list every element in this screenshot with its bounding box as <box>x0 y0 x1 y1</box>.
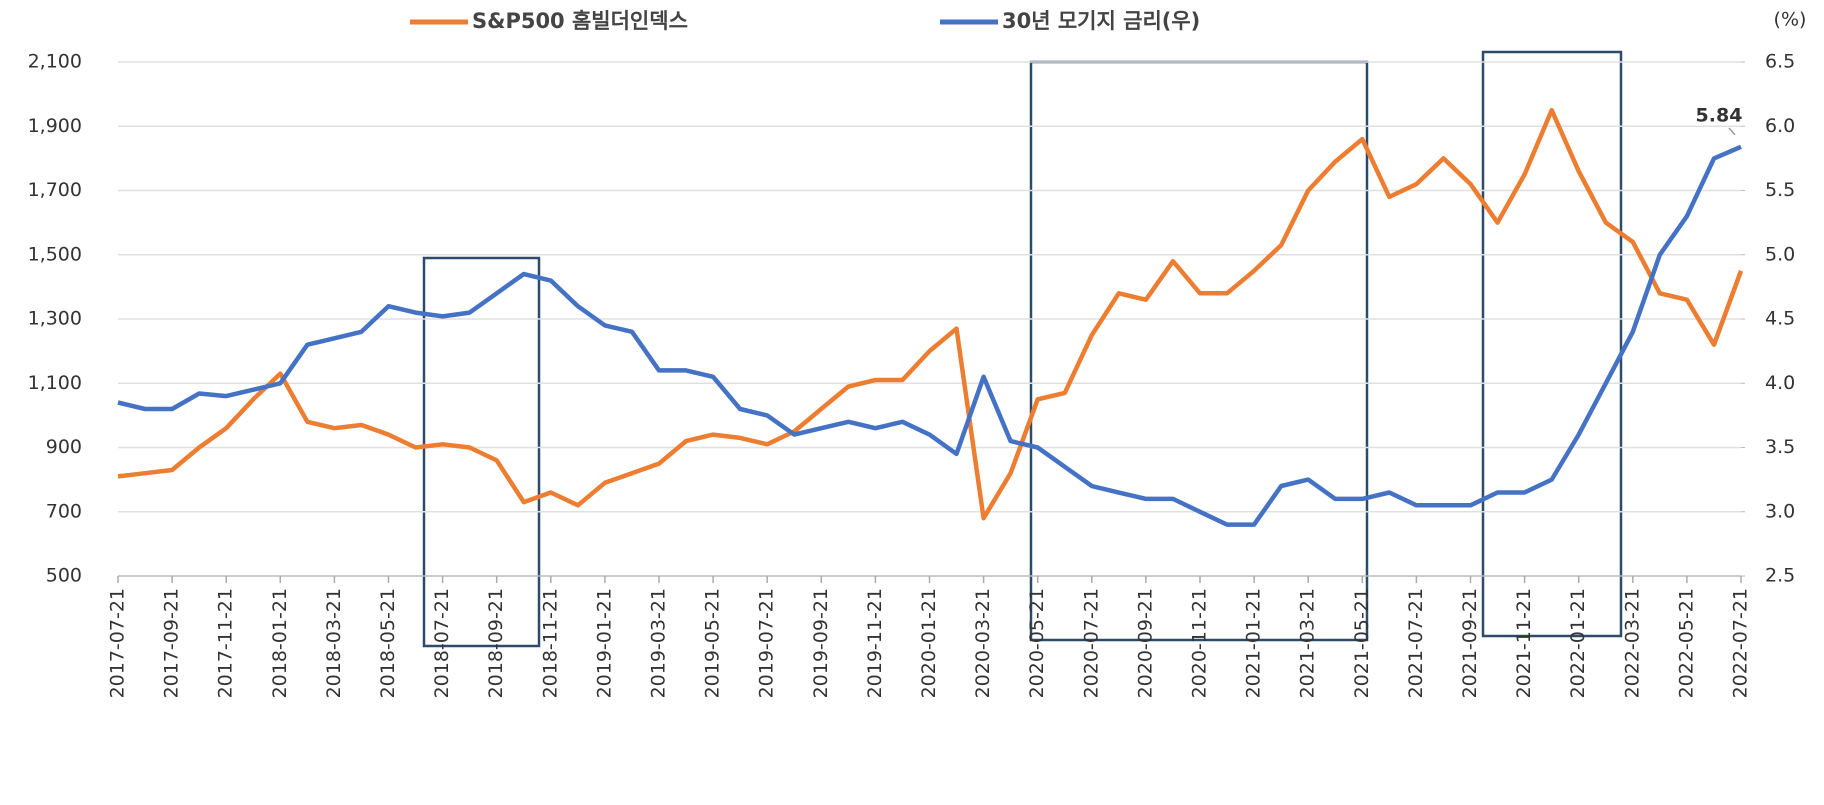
x-tick-label: 2019-05-21 <box>702 588 724 698</box>
y2-tick-label: 6.5 <box>1765 51 1795 73</box>
y-tick-label: 1,500 <box>28 243 82 265</box>
x-tick-label: 2022-03-21 <box>1621 588 1643 698</box>
x-tick-label: 2022-05-21 <box>1675 588 1697 698</box>
y-tick-label: 900 <box>46 436 82 458</box>
x-tick-label: 2021-11-21 <box>1513 588 1535 698</box>
data-label: 5.84 <box>1696 105 1743 127</box>
x-tick-label: 2019-03-21 <box>648 588 670 698</box>
x-tick-label: 2021-07-21 <box>1405 588 1427 698</box>
y-tick-label: 500 <box>46 565 82 587</box>
y2-tick-label: 4.5 <box>1765 308 1795 330</box>
series-line <box>117 144 1742 527</box>
y2-tick-label: 2.5 <box>1765 565 1795 587</box>
annotation-leader <box>1728 127 1736 136</box>
y-tick-label: 700 <box>46 500 82 522</box>
x-tick-label: 2022-01-21 <box>1567 588 1589 698</box>
x-tick-label: 2018-11-21 <box>539 588 561 698</box>
x-tick-label: 2021-01-21 <box>1243 588 1265 698</box>
x-tick-label: 2019-11-21 <box>864 588 886 698</box>
y-tick-label: 1,700 <box>28 179 82 201</box>
x-tick-label: 2020-11-21 <box>1189 588 1211 698</box>
x-tick-label: 2018-07-21 <box>431 588 453 698</box>
x-tick-label: 2018-03-21 <box>323 588 345 698</box>
x-tick-label: 2018-09-21 <box>485 588 507 698</box>
highlight-box <box>422 256 541 648</box>
x-tick-label: 2020-03-21 <box>972 588 994 698</box>
x-tick-label: 2019-07-21 <box>756 588 778 698</box>
x-tick-label: 2020-05-21 <box>1026 588 1048 698</box>
y-tick-label: 1,300 <box>28 308 82 330</box>
y-tick-label: 2,100 <box>28 51 82 73</box>
x-tick-label: 2020-07-21 <box>1080 588 1102 698</box>
x-tick-label: 2020-09-21 <box>1134 588 1156 698</box>
x-tick-label: 2018-05-21 <box>377 588 399 698</box>
y2-tick-label: 5.0 <box>1765 243 1795 265</box>
legend: S&P500 홈빌더인덱스 30년 모기지 금리(우) <box>410 9 1200 33</box>
y2-tick-label: 3.0 <box>1765 500 1795 522</box>
legend-label: 30년 모기지 금리(우) <box>1002 9 1200 33</box>
x-tick-label: 2019-09-21 <box>810 588 832 698</box>
x-tick-label: 2018-01-21 <box>269 588 291 698</box>
x-tick-label: 2019-01-21 <box>593 588 615 698</box>
highlight-box <box>1481 50 1623 638</box>
y2-tick-label: 3.5 <box>1765 436 1795 458</box>
x-tick-label: 2021-03-21 <box>1297 588 1319 698</box>
y2-tick-label: 5.5 <box>1765 179 1795 201</box>
x-tick-label: 2017-11-21 <box>215 588 237 698</box>
highlight-box <box>1029 60 1369 642</box>
y-tick-label: 1,100 <box>28 372 82 394</box>
x-tick-label: 2021-05-21 <box>1351 588 1373 698</box>
x-tick-label: 2017-07-21 <box>107 588 129 698</box>
legend-label: S&P500 홈빌더인덱스 <box>472 9 688 33</box>
x-tick-label: 2020-01-21 <box>918 588 940 698</box>
x-tick-label: 2017-09-21 <box>161 588 183 698</box>
x-tick-label: 2021-09-21 <box>1459 588 1481 698</box>
series-line <box>117 107 1744 521</box>
y-tick-label: 1,900 <box>28 115 82 137</box>
x-tick-label: 2022-07-21 <box>1730 588 1752 698</box>
grid <box>118 61 1741 577</box>
y2-tick-label: 4.0 <box>1765 372 1795 394</box>
y2-axis-label: (%) <box>1774 9 1807 31</box>
y2-tick-label: 6.0 <box>1765 115 1795 137</box>
